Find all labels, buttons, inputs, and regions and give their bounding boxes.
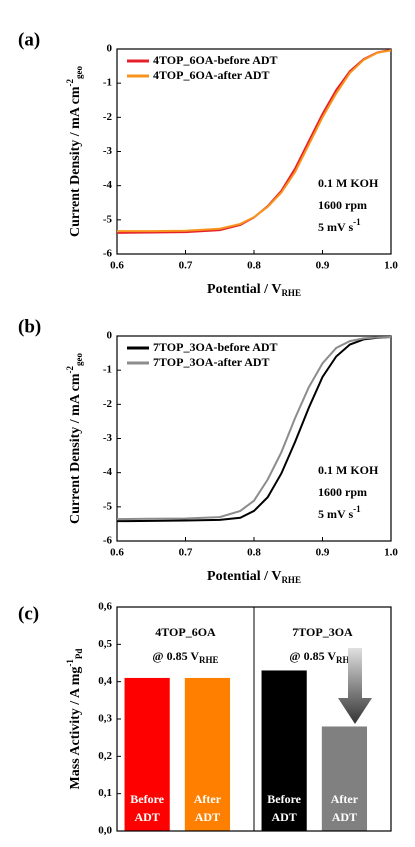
y-tick-label: -5 <box>103 500 113 512</box>
x-tick-label: 0.6 <box>110 260 124 272</box>
bar <box>184 677 231 831</box>
x-tick-label: 0.9 <box>316 547 330 559</box>
series-line <box>116 336 392 523</box>
panel-label: (a) <box>18 29 40 50</box>
annotation-main: 0.1 M KOH <box>318 463 379 477</box>
panel-label: (c) <box>18 603 39 624</box>
y-tick-label: -3 <box>103 432 113 444</box>
x-tick-label: 0.8 <box>247 547 261 559</box>
bar-label: Before <box>267 792 301 806</box>
y-axis-label-main: Current Density / mA cm <box>68 86 83 237</box>
y-tick-label: 0,3 <box>98 713 112 725</box>
bar-label: Before <box>130 792 164 806</box>
group-condition: @ 0.85 VRHE <box>289 649 355 665</box>
bar-label: After <box>194 792 222 806</box>
annotation-main: 1600 rpm <box>318 198 367 212</box>
y-axis-label-sup: -1 <box>65 659 75 667</box>
annotation: 5 mV s-1 <box>318 504 361 521</box>
y-tick-label: -4 <box>103 466 113 478</box>
x-tick-label: 0.8 <box>247 260 261 272</box>
y-tick-label: 0,2 <box>98 750 112 762</box>
y-tick-label: -6 <box>103 248 113 260</box>
legend-label: 7TOP_3OA-before ADT <box>153 340 278 354</box>
y-axis-label-sub: geo <box>74 352 84 365</box>
series-line <box>116 336 392 521</box>
y-tick-label: -6 <box>103 535 113 547</box>
x-axis-label-main: Potential / V <box>207 569 281 584</box>
group-condition: @ 0.85 VRHE <box>152 649 218 665</box>
x-tick-label: 0.6 <box>110 547 124 559</box>
y-tick-label: 0,4 <box>98 675 112 687</box>
x-tick-label: 0.7 <box>179 260 193 272</box>
y-axis-label: Mass Activity / A mg-1Pd <box>65 649 84 790</box>
y-axis-label-sub: Pd <box>74 649 84 660</box>
x-tick-label: 1.0 <box>384 547 398 559</box>
group-label: 7TOP_3OA <box>292 625 353 639</box>
x-tick-label: 0.9 <box>316 260 330 272</box>
y-axis-label: Current Density / mA cm-2geo <box>65 352 84 524</box>
y-tick-label: 0,6 <box>98 601 112 613</box>
x-axis-label: Potential / VRHE <box>207 282 301 298</box>
annotation: 0.1 M KOH <box>318 176 379 190</box>
y-tick-label: -2 <box>103 111 113 123</box>
annotation: 1600 rpm <box>318 198 367 212</box>
annotation-main: 5 mV s <box>318 220 353 234</box>
y-axis-label-sup: -2 <box>65 365 75 373</box>
y-tick-label: -5 <box>103 213 113 225</box>
x-axis-label-sub: RHE <box>281 575 301 585</box>
decrease-arrow <box>338 648 372 724</box>
bar-label: ADT <box>195 810 220 824</box>
group-condition-main: @ 0.85 V <box>152 649 199 663</box>
y-tick-label: -1 <box>103 77 112 89</box>
annotation-main: 5 mV s <box>318 507 353 521</box>
y-axis-label: Current Density / mA cm-2geo <box>65 65 84 237</box>
annotation-main: 0.1 M KOH <box>318 176 379 190</box>
group-condition-sub: RHE <box>199 655 219 665</box>
legend-label: 4TOP_6OA-before ADT <box>153 53 278 67</box>
y-tick-label: -1 <box>103 364 112 376</box>
annotation: 5 mV s-1 <box>318 217 361 234</box>
x-axis-label-main: Potential / V <box>207 282 281 297</box>
y-tick-label: 0,5 <box>98 638 112 650</box>
y-tick-label: 0,1 <box>98 787 112 799</box>
bar <box>261 670 307 831</box>
y-axis-label-main: Mass Activity / A mg <box>68 667 83 790</box>
y-axis-label-sub: geo <box>74 65 84 78</box>
panel-label: (b) <box>18 316 41 337</box>
annotation-main: 1600 rpm <box>318 485 367 499</box>
annotation: 0.1 M KOH <box>318 463 379 477</box>
x-tick-label: 1.0 <box>384 260 398 272</box>
bar-label: ADT <box>332 810 357 824</box>
group-condition-sub: RHE <box>336 655 356 665</box>
legend-label: 4TOP_6OA-after ADT <box>153 68 270 82</box>
y-axis-label-sup: -2 <box>65 78 75 86</box>
y-tick-label: 0 <box>107 43 113 55</box>
y-tick-label: 0,0 <box>98 825 112 837</box>
group-label: 4TOP_6OA <box>155 625 216 639</box>
series-line <box>117 49 392 233</box>
annotation: 1600 rpm <box>318 485 367 499</box>
legend-label: 7TOP_3OA-after ADT <box>153 355 270 369</box>
y-tick-label: 0 <box>107 330 113 342</box>
y-tick-label: -2 <box>103 398 113 410</box>
bar-label: After <box>331 792 359 806</box>
x-axis-label-sub: RHE <box>281 288 301 298</box>
y-tick-label: -4 <box>103 179 113 191</box>
annotation-sup: -1 <box>353 217 361 227</box>
bar-label: ADT <box>271 810 296 824</box>
x-tick-label: 0.7 <box>179 547 193 559</box>
bar <box>124 677 170 831</box>
bar-label: ADT <box>134 810 159 824</box>
group-condition-main: @ 0.85 V <box>289 649 336 663</box>
annotation-sup: -1 <box>353 504 361 514</box>
y-axis-label-main: Current Density / mA cm <box>68 373 83 524</box>
y-tick-label: -3 <box>103 145 113 157</box>
bar <box>321 726 368 831</box>
x-axis-label: Potential / VRHE <box>207 569 301 585</box>
